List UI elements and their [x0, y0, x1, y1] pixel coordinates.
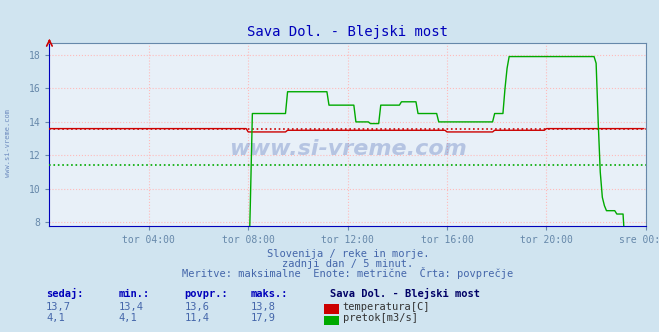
Text: 11,4: 11,4: [185, 313, 210, 323]
Text: temperatura[C]: temperatura[C]: [343, 302, 430, 312]
Text: min.:: min.:: [119, 289, 150, 299]
Text: 4,1: 4,1: [46, 313, 65, 323]
Text: www.si-vreme.com: www.si-vreme.com: [5, 109, 11, 177]
Text: zadnji dan / 5 minut.: zadnji dan / 5 minut.: [282, 259, 414, 269]
Text: Sava Dol. - Blejski most: Sava Dol. - Blejski most: [330, 288, 480, 299]
Text: povpr.:: povpr.:: [185, 289, 228, 299]
Title: Sava Dol. - Blejski most: Sava Dol. - Blejski most: [247, 25, 448, 39]
Text: 4,1: 4,1: [119, 313, 137, 323]
Text: Slovenija / reke in morje.: Slovenija / reke in morje.: [267, 249, 429, 259]
Text: sedaj:: sedaj:: [46, 288, 84, 299]
Text: 13,6: 13,6: [185, 302, 210, 312]
Text: 13,7: 13,7: [46, 302, 71, 312]
Text: 13,4: 13,4: [119, 302, 144, 312]
Text: 13,8: 13,8: [250, 302, 275, 312]
Text: Meritve: maksimalne  Enote: metrične  Črta: povprečje: Meritve: maksimalne Enote: metrične Črta…: [183, 267, 513, 279]
Text: www.si-vreme.com: www.si-vreme.com: [229, 139, 467, 159]
Text: pretok[m3/s]: pretok[m3/s]: [343, 313, 418, 323]
Text: maks.:: maks.:: [250, 289, 288, 299]
Text: 17,9: 17,9: [250, 313, 275, 323]
